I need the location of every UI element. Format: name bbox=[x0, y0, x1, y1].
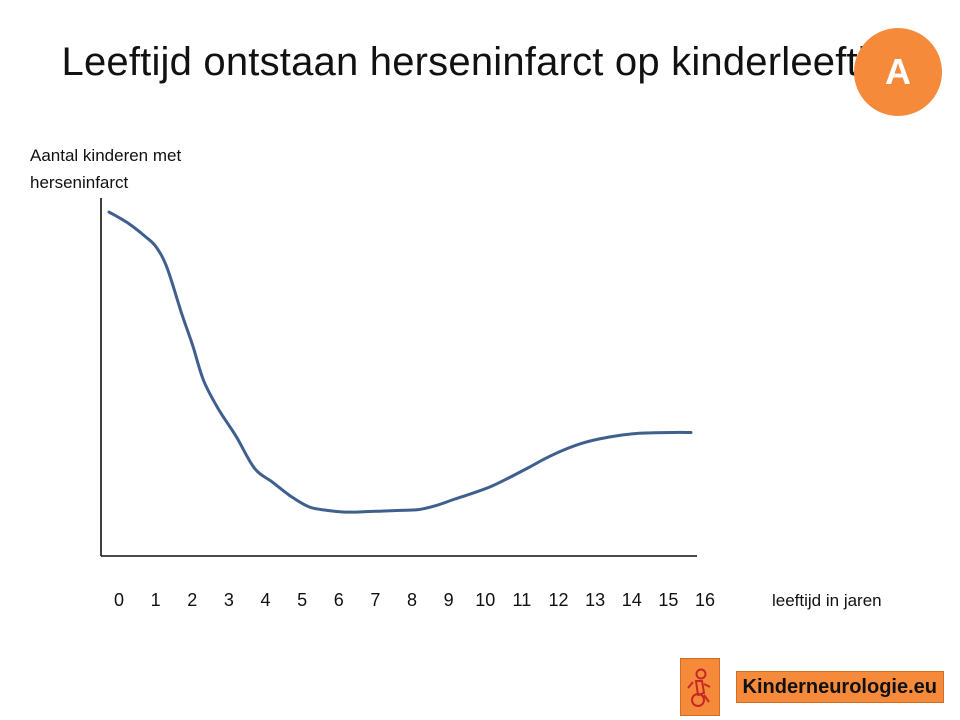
x-tick-label: 0 bbox=[114, 590, 124, 610]
x-tick-label: 7 bbox=[370, 590, 380, 610]
data-series-line bbox=[107, 210, 693, 514]
axes-layer bbox=[100, 198, 697, 557]
x-tick-labels: 0 1 2 3 4 5 6 7 8 9 10 11 12 13 14 15 16 bbox=[114, 590, 715, 610]
logo-text: Kinderneurologie.eu bbox=[735, 671, 944, 703]
x-tick-label: 15 bbox=[658, 590, 678, 610]
x-axis-label: leeftijd in jaren bbox=[772, 591, 882, 610]
x-tick-label: 6 bbox=[334, 590, 344, 610]
x-tick-label: 3 bbox=[224, 590, 234, 610]
x-tick-label: 12 bbox=[548, 590, 568, 610]
page-title: Leeftijd ontstaan herseninfarct op kinde… bbox=[61, 40, 899, 84]
x-tick-label: 13 bbox=[585, 590, 605, 610]
section-badge: A bbox=[854, 28, 942, 116]
site-logo[interactable]: Kinderneurologie.eu bbox=[680, 658, 944, 716]
x-tick-label: 9 bbox=[444, 590, 454, 610]
x-tick-label: 16 bbox=[695, 590, 715, 610]
x-tick-label: 10 bbox=[475, 590, 495, 610]
x-tick-label: 5 bbox=[297, 590, 307, 610]
child-wheelchair-icon bbox=[680, 658, 720, 716]
x-tick-label: 8 bbox=[407, 590, 417, 610]
x-tick-label: 4 bbox=[260, 590, 270, 610]
x-tick-label: 1 bbox=[151, 590, 161, 610]
x-tick-label: 14 bbox=[622, 590, 642, 610]
y-axis-label: Aantal kinderen met herseninfarct bbox=[30, 146, 182, 192]
x-tick-label: 11 bbox=[513, 590, 532, 610]
x-tick-label: 2 bbox=[187, 590, 197, 610]
